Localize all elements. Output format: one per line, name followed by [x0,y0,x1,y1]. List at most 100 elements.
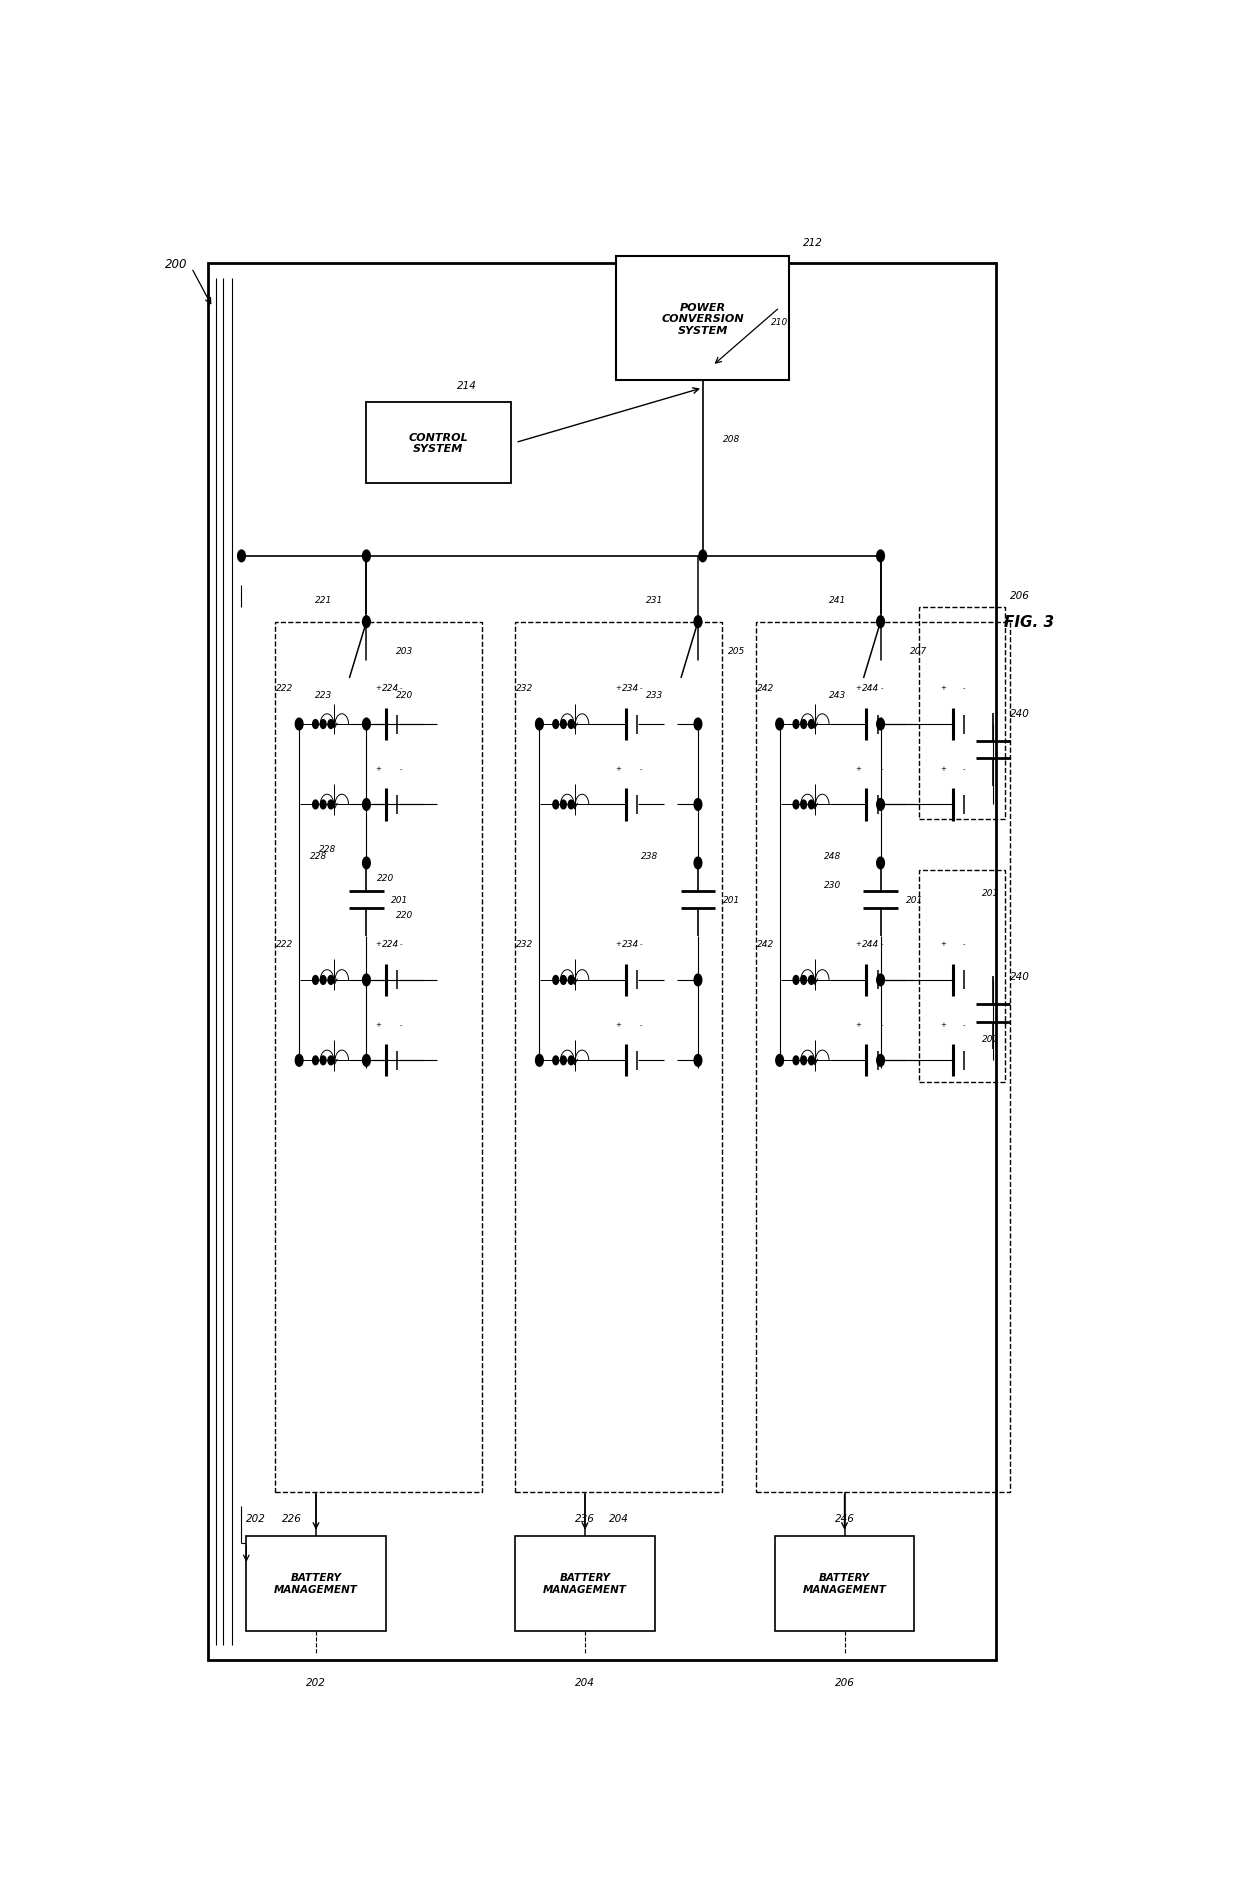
Circle shape [808,1057,815,1065]
Text: BATTERY
MANAGEMENT: BATTERY MANAGEMENT [274,1572,358,1594]
FancyBboxPatch shape [367,402,511,484]
Text: +: + [856,1021,862,1027]
FancyBboxPatch shape [247,1535,386,1630]
Text: 214: 214 [458,381,477,391]
Circle shape [691,662,706,685]
Text: -: - [399,1021,402,1027]
Circle shape [691,676,706,700]
Text: 207: 207 [910,647,928,657]
Text: -: - [399,941,402,947]
Text: 204: 204 [609,1513,629,1524]
Circle shape [560,801,567,809]
Circle shape [362,550,371,562]
Text: -: - [880,941,883,947]
Circle shape [801,801,806,809]
Text: +: + [374,1021,381,1027]
Circle shape [873,676,888,700]
Text: +: + [940,941,946,947]
Text: 201: 201 [905,896,923,905]
Circle shape [553,1057,559,1065]
FancyBboxPatch shape [516,1535,655,1630]
Circle shape [873,662,888,685]
Text: +: + [856,941,862,947]
Text: 220: 220 [377,873,394,883]
Circle shape [877,858,884,869]
Circle shape [808,976,815,985]
FancyBboxPatch shape [208,264,996,1661]
Text: 244: 244 [862,683,879,693]
Text: 212: 212 [804,237,823,247]
Text: -: - [640,1021,642,1027]
Text: -: - [963,1021,966,1027]
Text: 234: 234 [622,683,640,693]
Text: +: + [615,1021,621,1027]
Text: 208: 208 [723,435,740,444]
Circle shape [295,719,303,731]
Circle shape [877,799,884,810]
Circle shape [312,801,319,809]
Circle shape [801,1057,806,1065]
Text: 202: 202 [246,1513,265,1524]
Text: 236: 236 [575,1513,595,1524]
Text: -: - [640,765,642,771]
Circle shape [694,858,702,869]
Text: +: + [374,941,381,947]
Circle shape [776,719,784,731]
Circle shape [808,801,815,809]
Circle shape [238,550,246,562]
Text: 233: 233 [646,691,663,700]
Circle shape [327,801,334,809]
Circle shape [794,1057,799,1065]
Text: +: + [940,685,946,691]
Text: FIG. 3: FIG. 3 [1004,615,1054,630]
Text: 232: 232 [516,940,533,949]
Circle shape [320,1057,326,1065]
Circle shape [694,617,702,628]
Circle shape [794,719,799,729]
Circle shape [295,1055,303,1067]
Circle shape [699,550,707,562]
Circle shape [568,719,574,729]
Circle shape [877,974,884,987]
Text: -: - [399,765,402,771]
Text: 201: 201 [982,888,999,898]
FancyBboxPatch shape [616,256,789,381]
Text: 202: 202 [306,1678,326,1687]
Text: POWER
CONVERSION
SYSTEM: POWER CONVERSION SYSTEM [661,302,744,336]
Circle shape [327,1057,334,1065]
Text: +: + [940,765,946,771]
Text: 242: 242 [756,940,774,949]
Circle shape [794,976,799,985]
Text: 241: 241 [828,596,846,605]
Circle shape [877,1055,884,1067]
Circle shape [362,799,371,810]
Text: 226: 226 [281,1513,301,1524]
Circle shape [362,974,371,987]
Text: -: - [963,685,966,691]
Text: 242: 242 [756,683,774,693]
Text: 205: 205 [728,647,745,657]
Text: 234: 234 [622,940,640,949]
Circle shape [801,976,806,985]
Circle shape [362,1055,371,1067]
Text: -: - [963,941,966,947]
Text: +: + [374,685,381,691]
Text: 224: 224 [382,683,399,693]
Circle shape [320,719,326,729]
Circle shape [568,976,574,985]
Circle shape [560,1057,567,1065]
Text: 223: 223 [315,691,332,700]
Text: 203: 203 [397,647,413,657]
Circle shape [327,719,334,729]
Text: -: - [963,765,966,771]
Text: 224: 224 [382,940,399,949]
Text: +: + [374,765,381,771]
FancyBboxPatch shape [775,1535,914,1630]
Text: 206: 206 [1009,590,1030,602]
Text: 201: 201 [982,1034,999,1044]
Text: 238: 238 [641,852,658,860]
Circle shape [877,719,884,731]
Text: 232: 232 [516,683,533,693]
Text: -: - [399,685,402,691]
Circle shape [776,1055,784,1067]
